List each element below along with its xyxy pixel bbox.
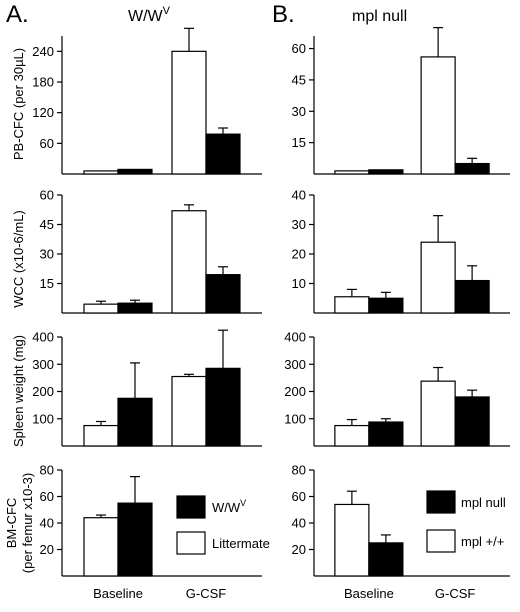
bar-mutant-gcsf bbox=[205, 274, 241, 314]
category-label: Baseline bbox=[344, 586, 394, 601]
panel-title-a: W/WV bbox=[128, 5, 171, 25]
panel-a-row-3: 100 200 300 400 bbox=[32, 330, 262, 447]
panel-title-a-superscript: V bbox=[163, 5, 171, 17]
bar-control-baseline bbox=[83, 170, 119, 175]
y-tick-label: 60 bbox=[292, 489, 306, 504]
bar-mutant-baseline bbox=[117, 168, 153, 175]
legend-b-label-control: mpl +/+ bbox=[461, 534, 504, 549]
legend-b-swatch-mutant bbox=[426, 490, 456, 514]
bar-control-gcsf bbox=[420, 380, 456, 447]
y-tick-label: 30 bbox=[292, 217, 306, 232]
y-tick-label: 400 bbox=[32, 330, 54, 345]
y-tick-label: 40 bbox=[292, 516, 306, 531]
legend-a-label-mutant-text: W/W bbox=[212, 500, 241, 515]
y-tick-label: 20 bbox=[40, 542, 54, 557]
panel-a-row-1: 60 120 180 240 bbox=[32, 27, 262, 175]
bar-mutant-gcsf bbox=[454, 162, 490, 175]
y-tick-label: 240 bbox=[32, 44, 54, 59]
y-tick-label: 100 bbox=[284, 411, 306, 426]
ylabel-wcc: WCC (x10-6/mL) bbox=[11, 210, 26, 308]
bar-mutant-baseline bbox=[368, 542, 404, 577]
panel-a-row-2: 15 30 45 60 bbox=[40, 188, 262, 314]
ylabel-bm-cfc-unit: (per femur x10-3) bbox=[20, 473, 35, 573]
ylabel-row-1: PB-CFC (per 30µL) bbox=[11, 48, 26, 160]
y-tick-label: 40 bbox=[292, 188, 306, 203]
bar-mutant-baseline bbox=[368, 297, 404, 314]
y-tick-label: 20 bbox=[292, 542, 306, 557]
bar-control-gcsf bbox=[420, 241, 456, 314]
bar-control-gcsf bbox=[171, 50, 207, 175]
bar-mutant-gcsf bbox=[205, 367, 241, 447]
chart-panels: 60 120 180 240 15 30 45 60 15 30 45 60 10 20 30 40 100 20… bbox=[32, 27, 510, 601]
legend-a-label-mutant: W/WV bbox=[212, 498, 246, 515]
legend-a-swatch-mutant bbox=[176, 495, 206, 519]
panel-title-a-text: W/W bbox=[128, 8, 164, 25]
bar-control-baseline bbox=[334, 424, 370, 447]
legend-b-swatch-control bbox=[426, 529, 456, 553]
y-tick-label: 300 bbox=[284, 357, 306, 372]
bar-control-gcsf bbox=[420, 56, 456, 175]
panel-a-row-4: 20 40 60 80 Baseline G-CSF bbox=[40, 463, 262, 601]
bar-mutant-gcsf bbox=[205, 133, 241, 175]
y-tick-label: 200 bbox=[284, 384, 306, 399]
y-tick-label: 30 bbox=[40, 247, 54, 262]
bar-control-baseline bbox=[334, 296, 370, 314]
bar-mutant-gcsf bbox=[454, 396, 490, 447]
y-tick-label: 200 bbox=[32, 384, 54, 399]
category-label: Baseline bbox=[93, 586, 143, 601]
panel-b-row-2: 10 20 30 40 bbox=[292, 188, 510, 314]
y-tick-label: 30 bbox=[292, 104, 306, 119]
y-tick-label: 300 bbox=[32, 357, 54, 372]
legend-a-swatch-control bbox=[176, 531, 206, 555]
y-tick-label: 80 bbox=[40, 463, 54, 478]
ylabel-spleen: Spleen weight (mg) bbox=[11, 335, 26, 447]
ylabel-pb-cfc: PB-CFC (per 30µL) bbox=[11, 48, 26, 160]
bar-mutant-baseline bbox=[368, 169, 404, 175]
y-tick-label: 100 bbox=[32, 411, 54, 426]
y-tick-label: 60 bbox=[292, 41, 306, 56]
bar-mutant-gcsf bbox=[454, 279, 490, 314]
y-tick-label: 15 bbox=[292, 135, 306, 150]
panel-letter-b: B. bbox=[272, 1, 295, 28]
ylabel-row-2: WCC (x10-6/mL) bbox=[11, 210, 26, 308]
category-label: G-CSF bbox=[435, 586, 476, 601]
y-tick-label: 20 bbox=[292, 247, 306, 262]
bar-control-baseline bbox=[83, 303, 119, 314]
ylabel-row-3: Spleen weight (mg) bbox=[11, 335, 26, 447]
bar-control-baseline bbox=[83, 517, 119, 577]
y-tick-label: 60 bbox=[40, 136, 54, 151]
y-tick-label: 45 bbox=[40, 217, 54, 232]
y-tick-label: 120 bbox=[32, 105, 54, 120]
y-tick-label: 400 bbox=[284, 330, 306, 345]
ylabel-bm-cfc: BM-CFC bbox=[4, 498, 19, 549]
y-tick-label: 10 bbox=[292, 276, 306, 291]
ylabel-row-4: BM-CFC (per femur x10-3) bbox=[4, 473, 35, 573]
panel-letter-a: A. bbox=[6, 1, 29, 28]
bar-control-baseline bbox=[334, 170, 370, 175]
legend-b-label-mutant: mpl null bbox=[461, 495, 506, 510]
panel-b-row-4: 20 40 60 80 Baseline G-CSF bbox=[292, 463, 510, 601]
bar-control-baseline bbox=[83, 424, 119, 447]
legend-a-label-control: Littermate bbox=[212, 536, 270, 551]
y-tick-label: 15 bbox=[40, 276, 54, 291]
y-tick-label: 80 bbox=[292, 463, 306, 478]
y-tick-label: 45 bbox=[292, 72, 306, 87]
y-tick-label: 60 bbox=[40, 188, 54, 203]
bar-control-gcsf bbox=[171, 210, 207, 314]
y-tick-label: 60 bbox=[40, 489, 54, 504]
category-label: G-CSF bbox=[186, 586, 227, 601]
bar-control-baseline bbox=[334, 503, 370, 577]
bar-mutant-baseline bbox=[117, 302, 153, 314]
bar-mutant-baseline bbox=[117, 397, 153, 447]
bar-mutant-baseline bbox=[117, 502, 153, 577]
bar-control-gcsf bbox=[171, 375, 207, 447]
panel-b-row-3: 100 200 300 400 bbox=[284, 330, 510, 447]
y-tick-label: 180 bbox=[32, 75, 54, 90]
panel-b-row-1: 15 30 45 60 bbox=[292, 27, 510, 175]
panel-title-b: mpl null bbox=[352, 8, 407, 25]
bar-mutant-baseline bbox=[368, 421, 404, 447]
y-tick-label: 40 bbox=[40, 516, 54, 531]
legend-a-label-mutant-sup: V bbox=[240, 498, 246, 508]
